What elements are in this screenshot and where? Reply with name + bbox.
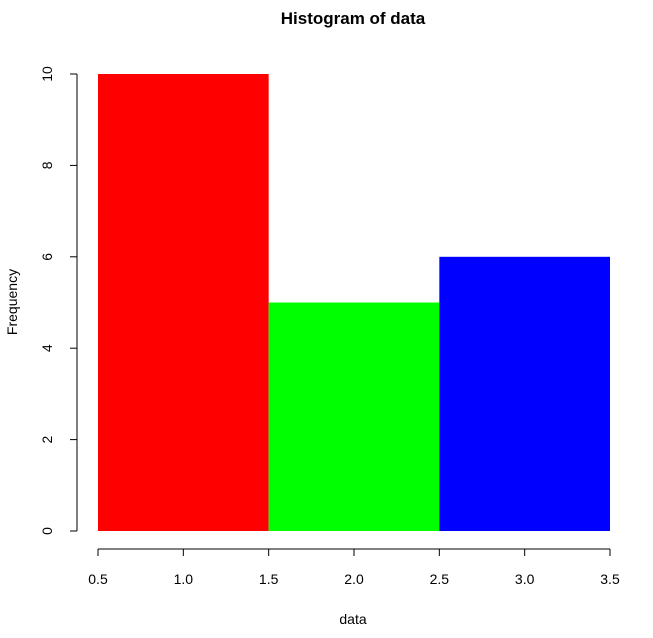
y-tick-label: 0: [39, 527, 55, 535]
x-axis: 0.5 1.0 1.5 2.0 2.5 3.0 3.5: [88, 548, 620, 587]
y-tick-label: 10: [39, 66, 55, 82]
x-tick-label: 1.0: [174, 571, 194, 587]
histogram-bar-0: [98, 74, 269, 531]
y-tick-label: 6: [39, 253, 55, 261]
y-tick-label: 8: [39, 161, 55, 169]
x-tick-label: 2.0: [344, 571, 364, 587]
x-tick-label: 0.5: [88, 571, 108, 587]
y-tick-label: 2: [39, 435, 55, 443]
y-tick-label: 4: [39, 344, 55, 352]
x-tick-label: 1.5: [259, 571, 279, 587]
histogram-bar-1: [268, 302, 440, 531]
y-axis: 0 2 4 6 8 10: [39, 66, 78, 535]
x-tick-label: 3.0: [515, 571, 535, 587]
x-axis-label: data: [339, 611, 366, 627]
bars-group: [98, 74, 610, 531]
x-tick-label: 2.5: [430, 571, 450, 587]
x-tick-label: 3.5: [600, 571, 620, 587]
histogram-bar-2: [439, 256, 610, 531]
y-axis-label: Frequency: [4, 269, 20, 335]
chart-title: Histogram of data: [281, 9, 426, 28]
